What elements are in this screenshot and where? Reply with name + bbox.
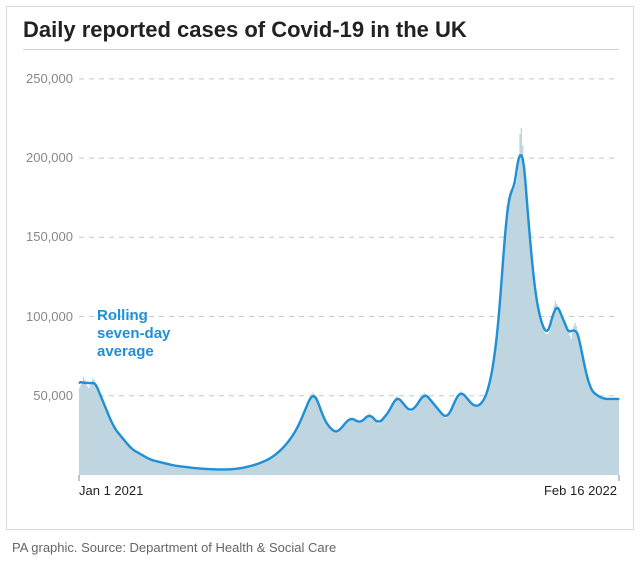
x-axis-end-label: Feb 16 2022 [544,483,617,498]
chart-svg [7,7,635,531]
source-caption: PA graphic. Source: Department of Health… [12,540,336,555]
y-axis-label: 100,000 [15,309,73,324]
chart-container: Daily reported cases of Covid-19 in the … [0,0,640,561]
y-axis-label: 50,000 [15,388,73,403]
y-axis-label: 250,000 [15,71,73,86]
y-axis-label: 200,000 [15,150,73,165]
chart-panel: Daily reported cases of Covid-19 in the … [6,6,634,530]
y-axis-label: 150,000 [15,229,73,244]
rolling-average-annotation: Rollingseven-dayaverage [97,307,170,361]
x-axis-start-label: Jan 1 2021 [79,483,143,498]
